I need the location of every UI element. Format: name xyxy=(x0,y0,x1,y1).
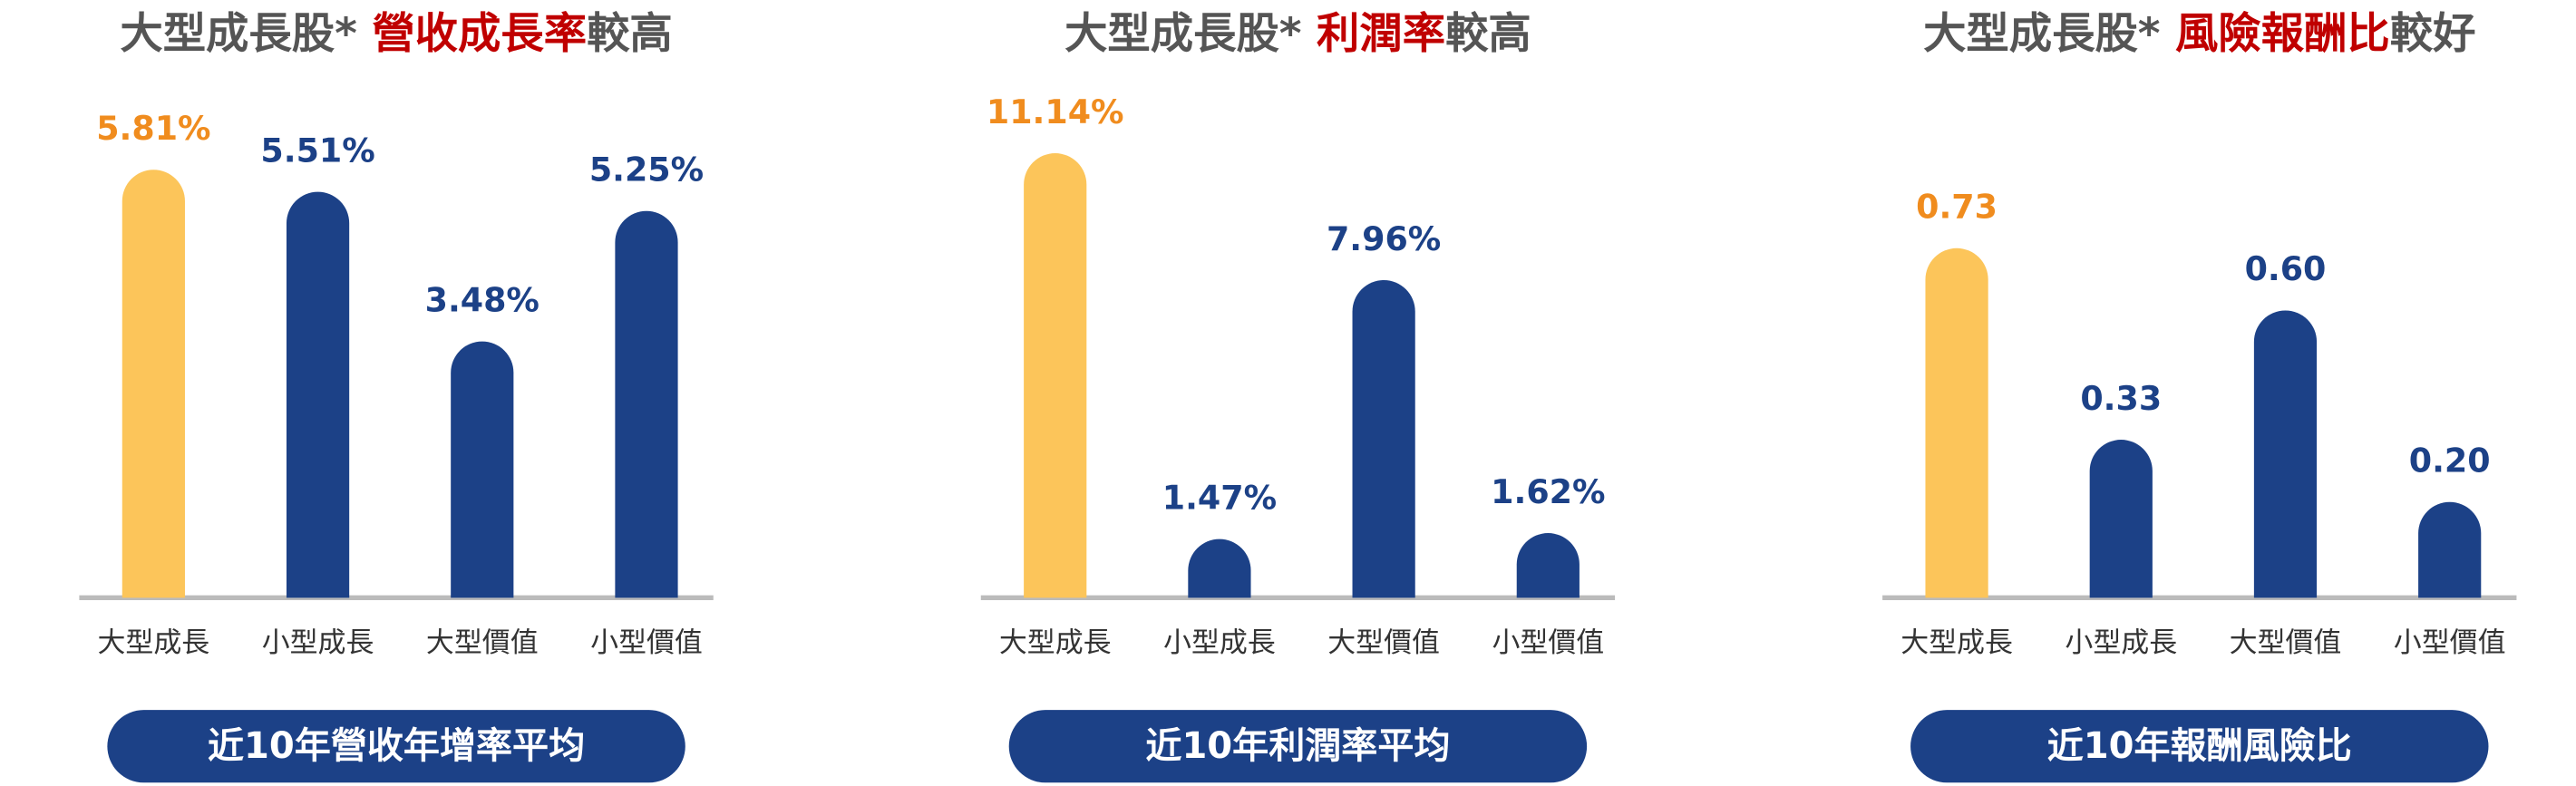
x-tick-label: 大型成長 xyxy=(999,626,1112,659)
data-label: 0.20 xyxy=(2409,441,2491,480)
bar xyxy=(1352,279,1415,598)
x-tick-label: 小型成長 xyxy=(2065,626,2177,659)
bar xyxy=(1188,539,1251,598)
data-label: 5.25% xyxy=(589,150,704,189)
data-label: 11.14% xyxy=(987,92,1124,131)
bar xyxy=(2418,501,2482,598)
bar xyxy=(1516,533,1580,598)
data-label: 0.33 xyxy=(2080,379,2162,418)
x-tick-label: 大型價值 xyxy=(426,626,539,659)
chart-title: 大型成長股* 營收成長率較高 xyxy=(120,9,672,59)
x-tick-label: 小型價值 xyxy=(1492,626,1604,659)
data-label: 1.62% xyxy=(1491,472,1605,511)
caption: 近10年營收年增率平均 xyxy=(208,725,585,767)
data-label: 0.73 xyxy=(1916,188,1998,227)
bar xyxy=(451,341,514,598)
data-label: 1.47% xyxy=(1162,478,1277,517)
x-tick-label: 大型成長 xyxy=(1900,626,2013,659)
bar xyxy=(2253,310,2318,598)
x-tick-label: 大型成長 xyxy=(97,626,209,659)
title-part: 較高 xyxy=(1445,9,1531,59)
caption: 近10年報酬風險比 xyxy=(2047,725,2352,767)
bar xyxy=(286,191,350,598)
caption-pill xyxy=(1008,710,1588,783)
x-tick-label: 小型價值 xyxy=(590,626,703,659)
data-label: 7.96% xyxy=(1327,219,1441,258)
caption: 近10年利潤率平均 xyxy=(1145,725,1450,767)
x-tick-label: 小型成長 xyxy=(1163,626,1276,659)
title-part: 利潤率 xyxy=(1317,9,1445,59)
x-tick-label: 小型成長 xyxy=(262,626,374,659)
title-part: 大型成長股* xyxy=(1064,9,1317,59)
bar xyxy=(2089,440,2153,598)
title-part: 營收成長率 xyxy=(372,9,587,59)
bar xyxy=(1925,247,1988,598)
bar xyxy=(1024,153,1087,598)
bar xyxy=(615,210,678,598)
caption-pill xyxy=(1910,710,2489,783)
data-label: 5.81% xyxy=(96,109,210,148)
title-part: 風險報酬比 xyxy=(2175,9,2390,59)
title-part: 大型成長股* xyxy=(120,9,372,59)
title-part: 較好 xyxy=(2390,9,2476,59)
x-tick-label: 大型價值 xyxy=(2230,626,2342,659)
data-label: 0.60 xyxy=(2245,249,2327,288)
x-tick-label: 大型價值 xyxy=(1327,626,1440,659)
title-part: 較高 xyxy=(587,9,673,59)
chart-title: 大型成長股* 利潤率較高 xyxy=(1064,9,1531,59)
data-label: 5.51% xyxy=(260,131,374,170)
x-tick-label: 小型價值 xyxy=(2394,626,2506,659)
chart-title: 大型成長股* 風險報酬比較好 xyxy=(1923,9,2475,59)
data-label: 3.48% xyxy=(425,280,540,319)
caption-pill xyxy=(107,710,685,783)
bar xyxy=(122,170,185,598)
title-part: 大型成長股* xyxy=(1923,9,2175,59)
